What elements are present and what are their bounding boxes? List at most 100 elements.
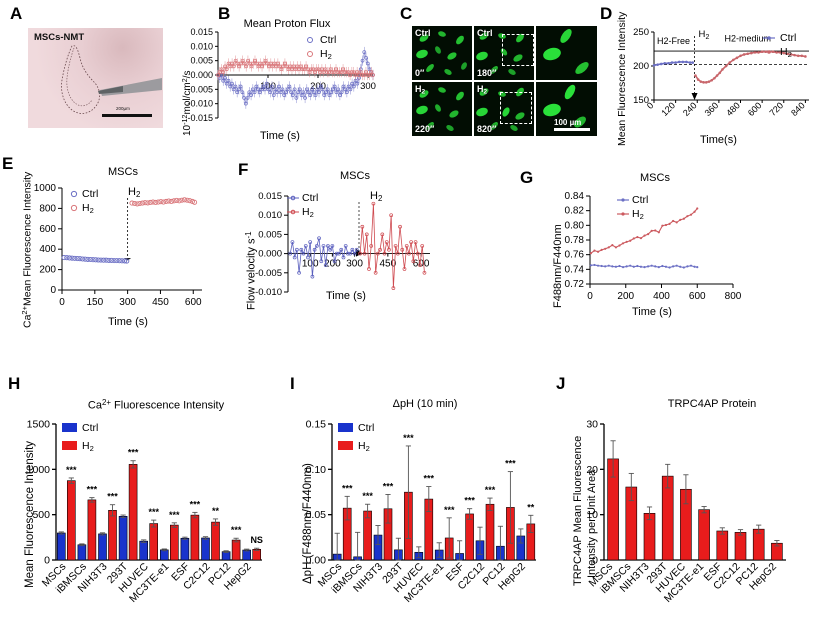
panel-f-legend-markers <box>287 195 299 215</box>
svg-text:450: 450 <box>380 259 397 270</box>
panel-i-legend-h2: H2 <box>358 440 370 453</box>
svg-text:720: 720 <box>767 100 785 118</box>
panel-b-title: Mean Proton Flux <box>243 18 331 30</box>
tile-ctrl-180s: Ctrl 180″ <box>474 26 534 80</box>
panel-d-legend-h2: H2 <box>780 46 792 59</box>
panel-d-legend-markers <box>763 36 775 54</box>
svg-text:-0.005: -0.005 <box>255 268 282 279</box>
svg-text:100: 100 <box>302 259 319 270</box>
panel-g-xlabel: Time (s) <box>632 306 672 318</box>
svg-text:2: 2 <box>706 34 710 41</box>
svg-text:0.82: 0.82 <box>565 206 585 217</box>
panel-a: MSCs-NMT 200µm <box>28 28 163 128</box>
scale-bar-label: 200µm <box>116 106 130 111</box>
svg-text:H2-medium: H2-medium <box>725 34 772 44</box>
panel-label-a: A <box>10 4 23 23</box>
svg-text:0.005: 0.005 <box>190 56 213 66</box>
svg-text:100: 100 <box>260 81 276 92</box>
panel-i-legend-ctrl: Ctrl <box>358 422 375 434</box>
tile-time-label: 0″ <box>415 68 425 78</box>
svg-text:NS: NS <box>250 535 263 545</box>
svg-text:0.010: 0.010 <box>258 210 282 221</box>
roi-dashed-box <box>500 92 532 124</box>
svg-text:***: *** <box>464 496 475 506</box>
svg-text:-0.015: -0.015 <box>187 113 213 123</box>
panel-c-scale-bar-label: 100 µm <box>554 118 582 127</box>
svg-text:***: *** <box>87 485 98 495</box>
svg-text:-0.005: -0.005 <box>187 84 213 94</box>
svg-text:0.005: 0.005 <box>258 229 282 240</box>
svg-text:20: 20 <box>586 464 598 476</box>
panel-b-legend-h2: H2 <box>320 48 332 61</box>
tile-time-label: 220″ <box>415 124 435 134</box>
panel-label-i: I <box>290 374 295 393</box>
svg-text:200: 200 <box>633 61 649 72</box>
svg-text:***: *** <box>231 525 242 535</box>
svg-text:600: 600 <box>185 297 202 308</box>
panel-c: Ctrl 0″ Ctrl 180″ <box>412 26 597 138</box>
svg-text:150: 150 <box>86 297 103 308</box>
panel-g-legend-ctrl: Ctrl <box>632 194 649 206</box>
svg-text:H2-Free: H2-Free <box>657 36 690 46</box>
panel-h-legend-ctrl: Ctrl <box>82 422 99 434</box>
svg-text:0.74: 0.74 <box>565 264 585 275</box>
svg-text:250: 250 <box>633 27 649 38</box>
svg-text:800: 800 <box>725 291 742 302</box>
panel-b-xlabel: Time (s) <box>260 130 300 142</box>
svg-text:***: *** <box>403 433 414 443</box>
panel-label-h: H <box>8 374 21 393</box>
svg-text:200: 200 <box>324 259 341 270</box>
svg-text:0.84: 0.84 <box>565 191 585 202</box>
panel-g-plot: 0.84 0.82 0.80 0.78 0.76 0.74 0.720 200 400 600 80… <box>565 191 742 302</box>
svg-text:0: 0 <box>50 285 56 296</box>
panel-d: Mean Fluorescence Intensity 150 200 250 0 12… <box>604 12 819 149</box>
tile-h2-zoom: 100 µm <box>536 82 597 136</box>
panel-b-plot: 0.015 0.010 0.005 0.000 -0.005 -0.010 -0.015 10… <box>187 27 376 123</box>
panel-d-xlabel: Time(s) <box>700 134 737 146</box>
panel-b-legend-ctrl: Ctrl <box>320 34 337 46</box>
panel-f-legend-h2: H2 <box>302 206 314 219</box>
tile-row-label: Ctrl <box>477 28 493 38</box>
panel-d-plot: 150 200 250 0 120 240 360 480 600 720 840 H2-Free H 2… <box>633 27 809 118</box>
svg-text:200: 200 <box>617 291 634 302</box>
svg-text:***: *** <box>66 465 77 475</box>
tile-ctrl-0s: Ctrl 0″ <box>412 26 472 80</box>
micrograph-title-label: MSCs-NMT <box>34 32 85 43</box>
svg-text:400: 400 <box>653 291 670 302</box>
svg-text:***: *** <box>444 505 455 515</box>
panel-h-legend-swatch-h2 <box>62 441 77 450</box>
svg-text:0: 0 <box>44 555 50 567</box>
svg-text:**: ** <box>527 502 535 512</box>
svg-text:0.000: 0.000 <box>190 70 213 80</box>
panel-h: Mean Fluorescence Intensity Ca2+ Fluores… <box>10 396 285 631</box>
svg-text:120: 120 <box>659 100 677 118</box>
svg-text:300: 300 <box>346 259 363 270</box>
panel-label-e: E <box>2 154 14 173</box>
panel-i: ΔpH (F488nm/F440nm) ΔpH (10 min) 0.00 0.0… <box>288 396 560 631</box>
panel-e-xlabel: Time (s) <box>108 316 148 328</box>
svg-text:200: 200 <box>310 81 326 92</box>
svg-text:500: 500 <box>32 509 50 521</box>
fluorescence-tile-grid: Ctrl 0″ Ctrl 180″ <box>412 26 597 138</box>
svg-text:600: 600 <box>689 291 706 302</box>
panel-h-legend-swatch-ctrl <box>62 423 77 432</box>
svg-text:H: H <box>699 29 706 40</box>
panel-h-legend-h2: H2 <box>82 440 94 453</box>
panel-g-title: MSCs <box>640 172 670 184</box>
svg-text:***: *** <box>148 507 159 517</box>
svg-text:300: 300 <box>360 81 376 92</box>
panel-e-title: MSCs <box>108 166 138 178</box>
svg-text:0.10: 0.10 <box>306 464 327 476</box>
svg-text:600: 600 <box>746 100 764 118</box>
svg-text:600: 600 <box>39 224 56 235</box>
svg-text:360: 360 <box>703 100 721 118</box>
svg-text:840: 840 <box>789 100 807 118</box>
svg-text:0.010: 0.010 <box>190 41 213 51</box>
panel-f-h2-annotation: H2 <box>370 190 383 203</box>
tile-time-label: 820″ <box>477 124 497 134</box>
svg-text:***: *** <box>107 492 118 502</box>
svg-text:-0.010: -0.010 <box>187 99 213 109</box>
svg-text:0: 0 <box>592 555 598 567</box>
svg-text:0.000: 0.000 <box>258 249 282 260</box>
svg-text:0.015: 0.015 <box>258 191 282 202</box>
